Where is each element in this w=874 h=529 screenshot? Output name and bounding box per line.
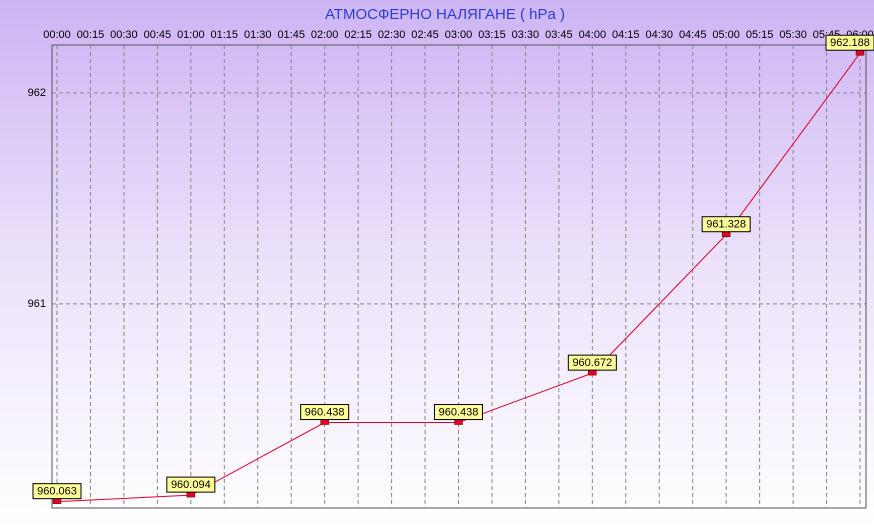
y-tick-label: 961 bbox=[28, 298, 46, 310]
x-tick-label: 00:45 bbox=[144, 29, 172, 41]
data-point bbox=[588, 369, 597, 376]
x-tick-label: 05:15 bbox=[746, 29, 774, 41]
value-label-box bbox=[32, 483, 82, 500]
x-tick-label: 04:45 bbox=[679, 29, 707, 41]
value-label-box bbox=[300, 404, 350, 421]
x-tick-label: 03:00 bbox=[445, 29, 473, 41]
x-tick-label: 04:30 bbox=[645, 29, 673, 41]
x-tick-label: 01:15 bbox=[211, 29, 239, 41]
y-tick-label: 962 bbox=[28, 87, 46, 99]
data-point bbox=[855, 49, 865, 56]
data-point bbox=[52, 498, 62, 504]
value-label: 960.094 bbox=[171, 479, 211, 491]
x-tick-label: 04:15 bbox=[612, 29, 640, 41]
value-label-box bbox=[166, 476, 216, 493]
x-tick-label: 01:30 bbox=[244, 29, 272, 41]
value-label-box bbox=[825, 34, 874, 51]
value-label-box bbox=[567, 354, 617, 371]
x-tick-label: 00:30 bbox=[110, 29, 138, 41]
x-tick-label: 00:00 bbox=[43, 29, 71, 41]
x-tick-label: 03:15 bbox=[478, 29, 506, 41]
x-tick-label: 03:45 bbox=[545, 29, 573, 41]
x-tick-label: 05:00 bbox=[712, 29, 740, 41]
data-point bbox=[320, 419, 329, 425]
value-label: 960.672 bbox=[572, 357, 612, 369]
data-point bbox=[721, 231, 731, 237]
x-tick-label: 04:00 bbox=[579, 29, 607, 41]
value-label-box bbox=[434, 404, 483, 421]
x-tick-label: 02:30 bbox=[378, 29, 406, 41]
chart-title: АТМОСФЕРНО НАЛЯГАНЕ ( hPa ) bbox=[325, 6, 565, 23]
data-point bbox=[186, 491, 196, 498]
x-tick-label: 00:15 bbox=[77, 29, 105, 41]
value-label: 962.188 bbox=[830, 37, 870, 49]
value-label-box bbox=[701, 216, 751, 233]
x-tick-label: 01:00 bbox=[177, 29, 205, 41]
x-tick-label: 02:15 bbox=[344, 29, 372, 41]
x-tick-label: 01:45 bbox=[277, 29, 305, 41]
data-point bbox=[454, 419, 463, 425]
x-tick-label: 03:30 bbox=[512, 29, 540, 41]
x-tick-label: 02:45 bbox=[411, 29, 439, 41]
x-tick-label: 05:30 bbox=[779, 29, 807, 41]
x-tick-label: 02:00 bbox=[311, 29, 339, 41]
value-label: 960.438 bbox=[305, 406, 345, 418]
value-label: 960.438 bbox=[439, 406, 479, 418]
value-label: 961.328 bbox=[706, 219, 746, 231]
value-label: 960.063 bbox=[37, 486, 77, 498]
